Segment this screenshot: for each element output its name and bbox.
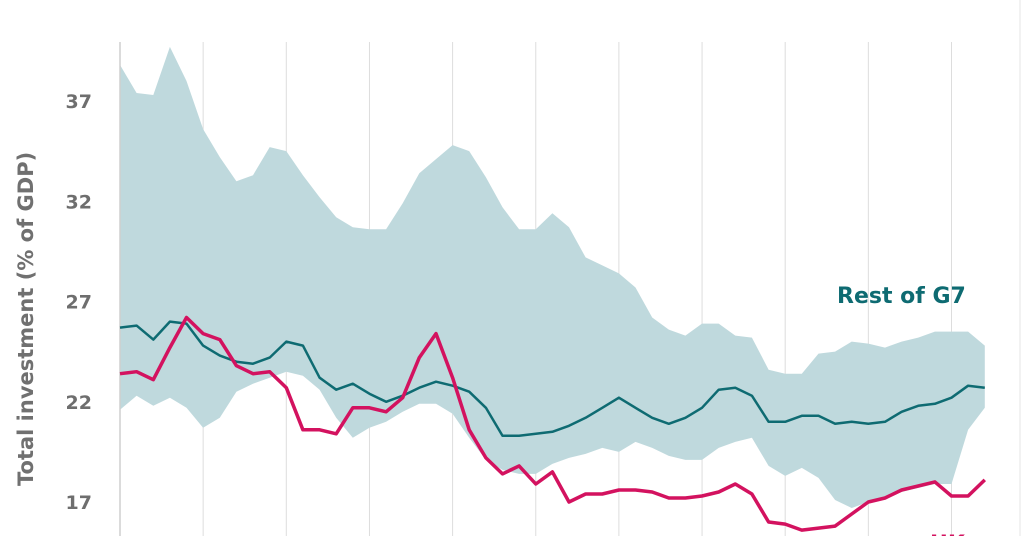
y-axis-label: Total investment (% of GDP) xyxy=(14,152,38,486)
y-tick-label: 22 xyxy=(66,392,92,414)
series-label-rest-of-g7: Rest of G7 xyxy=(837,284,966,309)
y-tick-label: 37 xyxy=(66,91,92,113)
y-axis-ticks: 17 22 27 32 37 xyxy=(66,91,92,514)
rest-of-g7-line xyxy=(119,320,985,438)
y-tick-label: 27 xyxy=(66,292,92,314)
rest-of-g7-range-band xyxy=(120,46,985,509)
series-label-uk: UK xyxy=(930,532,966,536)
y-tick-label: 32 xyxy=(66,191,92,213)
uk-line xyxy=(119,315,987,532)
y-tick-label: 17 xyxy=(66,492,92,514)
